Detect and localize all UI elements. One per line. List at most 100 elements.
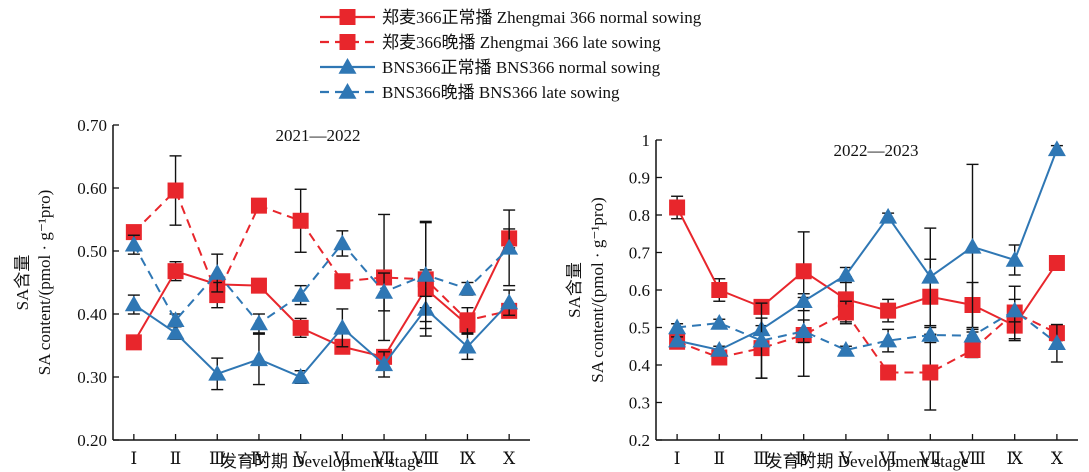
series-line — [676, 309, 1058, 352]
series-2 — [668, 140, 1066, 357]
chart-2022-2023: 0.2 0.3 0.4 0.5 0.6 0.7 0.8 0.9 1 Ⅰ Ⅱ Ⅲ Ⅳ Ⅴ Ⅵ Ⅶ Ⅷ Ⅸ Ⅹ 2022—… — [565, 131, 1078, 471]
data-point — [1005, 301, 1024, 318]
legend-marker-1 — [339, 34, 356, 50]
y-tick-label: 0.30 — [77, 368, 107, 387]
data-point — [167, 263, 184, 280]
x-tick-label: Ⅳ — [795, 449, 813, 468]
data-point — [836, 341, 855, 357]
data-point — [1005, 251, 1024, 267]
x-axis-label: 发育时期 Development stage — [220, 452, 423, 471]
series-3 — [668, 298, 1066, 379]
y-axis-label-unit: SA content/(pmol · g⁻¹pro) — [588, 197, 607, 382]
legend-label-2: BNS366正常播 BNS366 normal sowing — [382, 58, 661, 77]
legend: 郑麦366正常播 Zhengmai 366 normal sowing 郑麦366… — [320, 8, 702, 102]
data-point — [710, 341, 729, 357]
y-axis-label: SA含量 — [565, 262, 584, 318]
x-tick-label: Ⅲ — [753, 449, 769, 468]
legend-label-3: BNS366晚播 BNS366 late sowing — [382, 83, 620, 102]
data-point — [669, 199, 686, 216]
data-point — [963, 326, 982, 343]
data-point — [125, 224, 142, 241]
data-point — [1047, 334, 1066, 350]
x-tick-label: Ⅵ — [333, 449, 351, 468]
x-tick-label: Ⅷ — [958, 449, 986, 468]
data-point — [291, 368, 310, 384]
data-point — [964, 342, 981, 358]
x-tick-label: Ⅰ — [130, 449, 137, 468]
x-tick-label: Ⅹ — [1051, 449, 1064, 468]
data-point — [458, 337, 477, 354]
data-point — [880, 302, 897, 319]
data-point — [710, 314, 729, 330]
y-axis-label-unit: SA content/(pmol · g⁻¹pro) — [35, 190, 54, 375]
series-3 — [124, 209, 519, 334]
y-tick-label: 0.40 — [77, 305, 107, 324]
series-1 — [125, 155, 518, 342]
x-tick-label: Ⅴ — [294, 449, 308, 468]
data-point — [752, 331, 771, 348]
data-point — [921, 326, 940, 342]
chart-2021-2022: 0.20 0.30 0.40 0.50 0.60 0.70 Ⅰ Ⅱ Ⅲ Ⅳ Ⅴ Ⅵ Ⅶ Ⅷ Ⅸ Ⅹ 2021—2… — [13, 116, 530, 471]
x-tick-label: Ⅲ — [209, 449, 225, 468]
x-axis-label: 发育时期 Development stage — [765, 452, 968, 471]
data-point — [922, 364, 939, 381]
data-point — [292, 319, 309, 336]
x-tick-label: Ⅴ — [839, 449, 853, 468]
data-point — [250, 197, 267, 214]
y-tick-label: 0.4 — [629, 356, 651, 375]
data-point — [208, 264, 227, 280]
data-point — [921, 267, 940, 284]
y-tick-label: 0.2 — [629, 431, 650, 450]
legend-label-0: 郑麦366正常播 Zhengmai 366 normal sowing — [382, 8, 702, 27]
data-point — [500, 238, 519, 255]
data-point — [1047, 140, 1066, 157]
chart-title: 2021—2022 — [276, 126, 361, 145]
y-tick-label: 0.3 — [629, 394, 650, 413]
series-line — [133, 301, 510, 379]
series-2 — [124, 289, 519, 391]
x-tick-label: Ⅸ — [459, 449, 476, 468]
data-point — [711, 282, 728, 298]
chart-title: 2022—2023 — [834, 141, 919, 160]
legend-marker-0 — [339, 9, 356, 25]
data-point — [249, 350, 268, 367]
data-point — [333, 318, 352, 335]
data-point — [250, 277, 267, 294]
x-tick-label: Ⅹ — [503, 449, 516, 468]
data-point — [458, 279, 477, 296]
data-point — [291, 286, 310, 302]
y-tick-label: 0.7 — [629, 244, 651, 263]
series-line — [676, 207, 1058, 327]
data-point — [500, 293, 519, 310]
x-tick-label: Ⅳ — [250, 449, 268, 468]
data-point — [795, 263, 812, 280]
y-tick-label: 0.8 — [629, 206, 650, 225]
y-tick-label: 0.60 — [77, 179, 107, 198]
x-tick-label: Ⅸ — [1006, 449, 1023, 468]
y-axis-label: SA含量 — [13, 255, 32, 311]
data-point — [124, 235, 143, 252]
series-line — [676, 311, 1058, 374]
data-point — [292, 212, 309, 229]
x-tick-label: Ⅶ — [918, 449, 941, 468]
data-point — [416, 265, 435, 282]
y-tick-label: 0.9 — [629, 169, 650, 188]
data-point — [334, 273, 351, 290]
x-tick-label: Ⅶ — [372, 449, 395, 468]
data-point — [209, 287, 226, 304]
data-point — [963, 237, 982, 254]
data-point — [166, 323, 185, 340]
legend-marker-2 — [338, 58, 357, 74]
data-point — [668, 331, 687, 348]
series-line — [676, 149, 1058, 352]
data-point — [459, 312, 476, 329]
y-tick-label: 0.50 — [77, 242, 107, 261]
data-point — [125, 334, 142, 351]
x-tick-label: Ⅱ — [714, 449, 726, 468]
data-point — [166, 311, 185, 328]
data-point — [208, 364, 227, 381]
series-line — [133, 188, 510, 322]
data-point — [837, 304, 854, 321]
y-tick-label: 0.5 — [629, 319, 650, 338]
